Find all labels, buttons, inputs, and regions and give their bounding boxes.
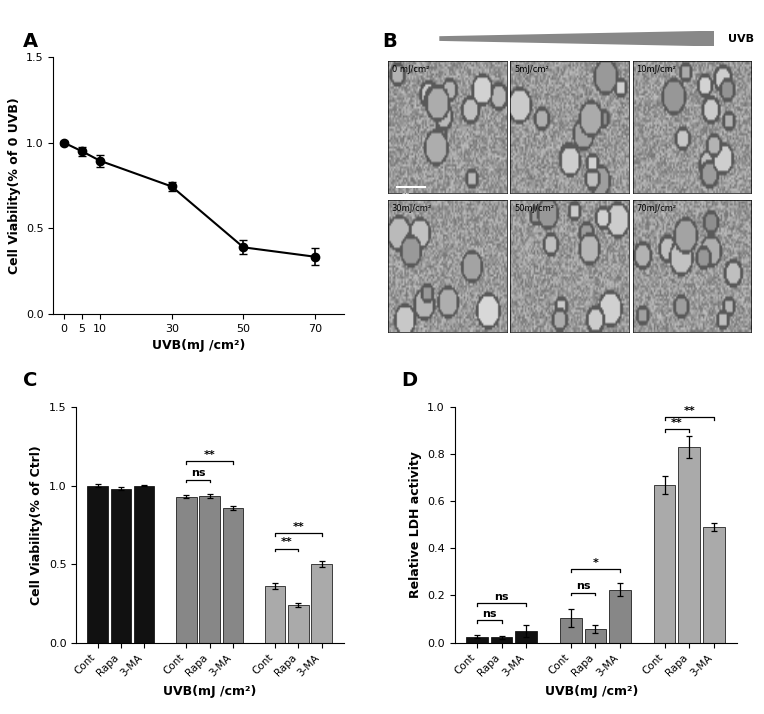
Text: 70mJ/cm²: 70mJ/cm² <box>636 204 676 213</box>
Bar <box>515 631 537 643</box>
Text: UVB(mJ /cm²): UVB(mJ /cm²) <box>163 685 257 698</box>
Bar <box>111 488 131 643</box>
Text: C: C <box>23 371 37 391</box>
Text: **: ** <box>281 538 293 548</box>
Text: ns: ns <box>576 581 591 591</box>
Bar <box>609 590 631 643</box>
Text: 5mJ/cm²: 5mJ/cm² <box>514 65 549 74</box>
Text: B: B <box>382 32 397 51</box>
Bar <box>288 605 309 643</box>
Text: 25μm: 25μm <box>401 193 421 198</box>
Bar <box>222 508 243 643</box>
Bar <box>703 527 724 643</box>
Y-axis label: Cell Viability(% of 0 UVB): Cell Viability(% of 0 UVB) <box>8 97 21 274</box>
Bar <box>490 638 513 643</box>
Bar <box>654 485 675 643</box>
Text: ns: ns <box>482 608 497 618</box>
Text: A: A <box>23 32 38 51</box>
Bar <box>87 486 108 643</box>
Text: 10mJ/cm²: 10mJ/cm² <box>636 65 676 74</box>
Y-axis label: Relative LDH activity: Relative LDH activity <box>409 451 422 598</box>
Text: 50mJ/cm²: 50mJ/cm² <box>514 204 554 213</box>
Text: ns: ns <box>191 468 206 478</box>
Text: 30mJ/cm²: 30mJ/cm² <box>392 204 432 213</box>
Text: **: ** <box>671 418 683 428</box>
Text: **: ** <box>683 406 695 416</box>
Polygon shape <box>439 31 714 46</box>
Bar <box>134 486 154 643</box>
Text: UVB(mJ /cm²): UVB(mJ /cm²) <box>545 685 639 698</box>
Text: UVB: UVB <box>728 34 754 44</box>
Bar <box>199 496 220 643</box>
Y-axis label: Cell Viability(% of Ctrl): Cell Viability(% of Ctrl) <box>31 445 44 605</box>
Text: 0 mJ/cm²: 0 mJ/cm² <box>392 65 429 74</box>
Text: ns: ns <box>494 592 509 602</box>
X-axis label: UVB(mJ /cm²): UVB(mJ /cm²) <box>152 339 245 353</box>
Bar <box>560 618 581 643</box>
Bar <box>678 447 700 643</box>
Bar <box>176 496 196 643</box>
Text: **: ** <box>204 450 215 460</box>
Bar <box>466 637 487 643</box>
Bar <box>265 586 285 643</box>
Bar <box>312 564 332 643</box>
Text: **: ** <box>293 522 304 532</box>
Text: D: D <box>401 371 417 391</box>
Bar <box>584 629 606 643</box>
Text: *: * <box>592 558 598 568</box>
